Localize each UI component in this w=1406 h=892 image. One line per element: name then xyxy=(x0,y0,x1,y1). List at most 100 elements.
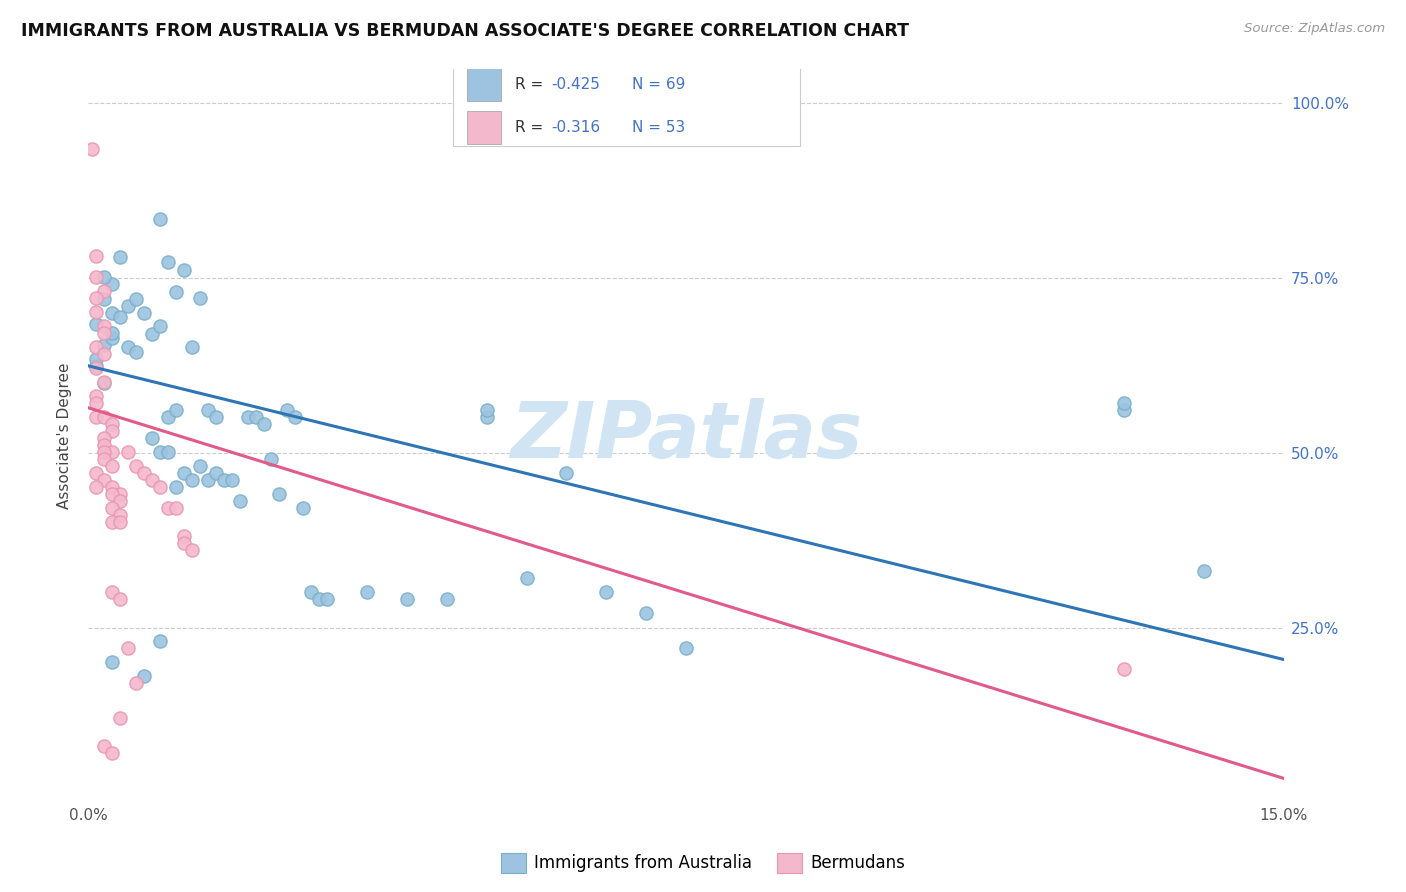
Point xyxy=(93,338,115,352)
Point xyxy=(125,293,148,307)
Point xyxy=(93,376,115,391)
Point xyxy=(156,409,179,424)
Point xyxy=(197,402,219,417)
Point xyxy=(356,584,378,599)
Point xyxy=(156,255,179,269)
Text: ZIPatlas: ZIPatlas xyxy=(510,398,862,474)
Point xyxy=(84,317,107,331)
Point xyxy=(149,318,172,333)
Point xyxy=(93,347,115,361)
Legend: Immigrants from Australia, Bermudans: Immigrants from Australia, Bermudans xyxy=(494,847,912,880)
Point xyxy=(228,493,250,508)
Point xyxy=(84,466,107,480)
Point xyxy=(149,633,172,648)
Point xyxy=(84,480,107,494)
Point xyxy=(125,675,148,690)
Text: N = 53: N = 53 xyxy=(633,120,686,135)
FancyBboxPatch shape xyxy=(467,69,501,102)
Point xyxy=(125,458,148,473)
Point xyxy=(108,591,131,606)
Point xyxy=(156,500,179,515)
Point xyxy=(149,211,172,226)
Point xyxy=(436,591,458,606)
Point xyxy=(101,277,124,291)
Text: N = 69: N = 69 xyxy=(633,78,686,93)
Point xyxy=(117,299,139,313)
Point xyxy=(299,584,322,599)
Text: IMMIGRANTS FROM AUSTRALIA VS BERMUDAN ASSOCIATE'S DEGREE CORRELATION CHART: IMMIGRANTS FROM AUSTRALIA VS BERMUDAN AS… xyxy=(21,22,910,40)
Point xyxy=(132,306,155,320)
Point xyxy=(165,402,187,417)
Point xyxy=(93,326,115,340)
Point xyxy=(117,445,139,459)
Point xyxy=(93,409,115,424)
Point xyxy=(84,360,107,375)
Point xyxy=(292,500,315,515)
Point xyxy=(204,409,226,424)
Text: -0.425: -0.425 xyxy=(551,78,600,93)
Point xyxy=(101,306,124,320)
Point xyxy=(156,445,179,459)
FancyBboxPatch shape xyxy=(453,62,800,145)
Text: R =: R = xyxy=(515,120,548,135)
Point xyxy=(1192,564,1215,578)
Point xyxy=(101,458,124,473)
Point xyxy=(180,473,202,487)
Point xyxy=(149,445,172,459)
Point xyxy=(165,285,187,300)
Point xyxy=(93,431,115,445)
Point xyxy=(108,487,131,501)
Point xyxy=(475,402,498,417)
Point xyxy=(165,500,187,515)
Point xyxy=(101,746,124,760)
Point xyxy=(675,640,697,655)
Point xyxy=(84,389,107,403)
Point xyxy=(475,409,498,424)
Point xyxy=(165,480,187,494)
Point xyxy=(101,487,124,501)
Point xyxy=(93,739,115,753)
Point xyxy=(636,606,658,620)
Point xyxy=(252,417,274,431)
Text: R =: R = xyxy=(515,78,548,93)
Point xyxy=(1114,662,1136,676)
Point xyxy=(93,451,115,466)
Point xyxy=(84,351,107,366)
Point xyxy=(132,466,155,480)
Point xyxy=(395,591,418,606)
Point xyxy=(245,409,267,424)
Point xyxy=(101,655,124,669)
Point xyxy=(117,640,139,655)
Point xyxy=(101,584,124,599)
Point xyxy=(93,284,115,298)
Point xyxy=(141,327,163,342)
FancyBboxPatch shape xyxy=(467,111,501,144)
Point xyxy=(595,584,617,599)
Point xyxy=(212,473,235,487)
Point xyxy=(108,508,131,522)
Point xyxy=(269,487,291,501)
Point xyxy=(84,249,107,263)
Point xyxy=(101,515,124,529)
Point xyxy=(180,542,202,557)
Point xyxy=(188,291,211,305)
Point xyxy=(108,515,131,529)
Point xyxy=(93,269,115,284)
Point xyxy=(108,493,131,508)
Point xyxy=(101,424,124,438)
Point xyxy=(101,331,124,345)
Point xyxy=(84,396,107,410)
Point xyxy=(149,480,172,494)
Point xyxy=(132,668,155,682)
Point xyxy=(516,571,538,585)
Point xyxy=(84,291,107,305)
Point xyxy=(555,466,578,480)
Point xyxy=(84,340,107,354)
Point xyxy=(82,142,104,156)
Point xyxy=(108,710,131,724)
Point xyxy=(1114,402,1136,417)
Point xyxy=(173,529,195,543)
Point xyxy=(173,535,195,549)
Point xyxy=(84,359,107,373)
Point xyxy=(141,473,163,487)
